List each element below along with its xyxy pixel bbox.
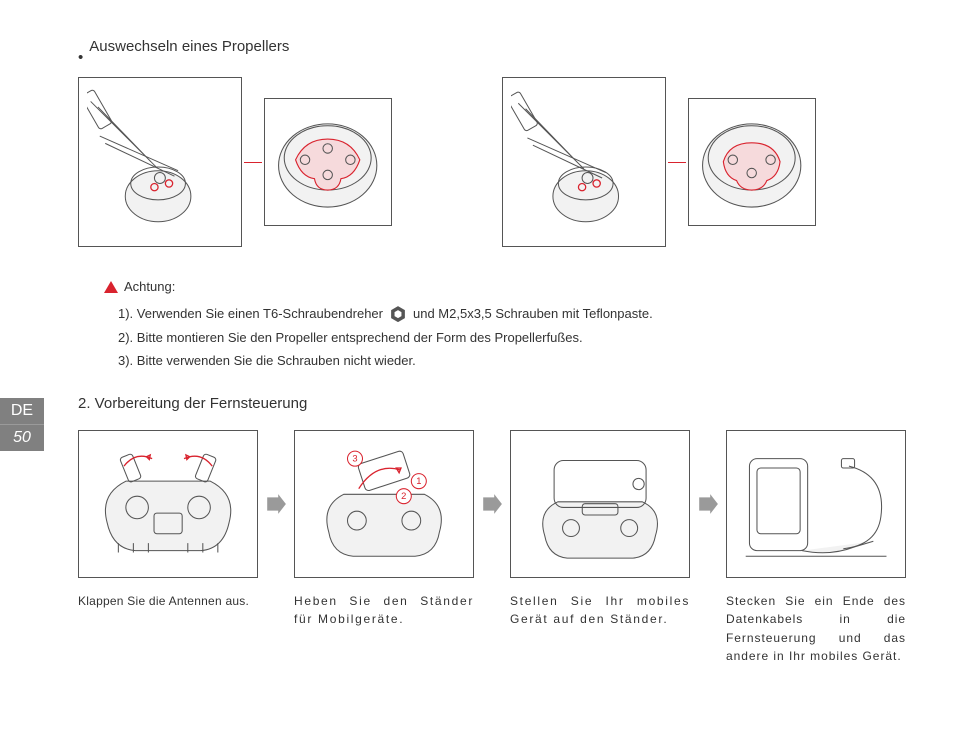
- warning-heading: Achtung:: [104, 275, 906, 298]
- step-arrow-icon: [697, 430, 719, 578]
- step-number-1: 1: [416, 476, 421, 486]
- lang-code: DE: [0, 398, 44, 424]
- leader-line: [244, 162, 262, 163]
- bullet: •: [78, 49, 83, 66]
- remote-step-1-caption: Klappen Sie die Antennen aus.: [78, 592, 258, 611]
- leader-line: [668, 162, 686, 163]
- propeller-title-text: Auswechseln eines Propellers: [89, 38, 289, 55]
- screwdriver-hex-icon: [390, 306, 406, 322]
- step-arrow-icon: [265, 430, 287, 578]
- warning-item-3: 3). Bitte verwenden Sie die Schrauben ni…: [118, 349, 906, 372]
- remote-step-4-caption: Stecken Sie ein Ende des Datenkabels in …: [726, 592, 906, 666]
- warning-item-1-prefix: 1). Verwenden Sie einen T6-Schraubendreh…: [118, 302, 383, 325]
- step-number-2: 2: [401, 491, 406, 501]
- remote-step-2: 1 2 3 Heben Sie den Ständer für Mobilger…: [294, 430, 474, 629]
- warning-triangle-icon: [104, 281, 118, 293]
- warning-item-2: 2). Bitte montieren Sie den Propeller en…: [118, 326, 906, 349]
- remote-step-1-figure: [78, 430, 258, 578]
- propeller-foot-figure-2: [688, 98, 816, 226]
- warning-label: Achtung:: [124, 275, 175, 298]
- remote-step-2-caption: Heben Sie den Ständer für Mobilgeräte.: [294, 592, 474, 629]
- propeller-figures-row: [78, 77, 906, 247]
- remote-step-3-figure: [510, 430, 690, 578]
- propeller-figure-pair-1: [78, 77, 392, 247]
- page-number: 50: [0, 424, 44, 451]
- remote-step-3: Stellen Sie Ihr mobiles Gerät auf den St…: [510, 430, 690, 629]
- step-number-3: 3: [352, 454, 357, 464]
- propeller-section-title: • Auswechseln eines Propellers: [78, 38, 906, 77]
- remote-step-1: Klappen Sie die Antennen aus.: [78, 430, 258, 611]
- warning-item-2-text: 2). Bitte montieren Sie den Propeller en…: [118, 326, 583, 349]
- step-arrow-icon: [481, 430, 503, 578]
- remote-step-3-caption: Stellen Sie Ihr mobiles Gerät auf den St…: [510, 592, 690, 629]
- warning-item-1: 1). Verwenden Sie einen T6-Schraubendreh…: [118, 302, 906, 325]
- propeller-assembly-figure-left-1: [78, 77, 242, 247]
- remote-step-4-figure: [726, 430, 906, 578]
- warning-item-1-suffix: und M2,5x3,5 Schrauben mit Teflonpaste.: [413, 302, 653, 325]
- propeller-foot-figure-1: [264, 98, 392, 226]
- remote-section-title: 2. Vorbereitung der Fernsteuerung: [78, 395, 906, 412]
- propeller-figure-pair-2: [502, 77, 816, 247]
- remote-step-2-figure: 1 2 3: [294, 430, 474, 578]
- language-page-tab: DE 50: [0, 398, 44, 451]
- warning-item-3-text: 3). Bitte verwenden Sie die Schrauben ni…: [118, 349, 416, 372]
- remote-step-4: Stecken Sie ein Ende des Datenkabels in …: [726, 430, 906, 666]
- propeller-assembly-figure-left-2: [502, 77, 666, 247]
- remote-steps-row: Klappen Sie die Antennen aus. 1 2: [78, 430, 906, 666]
- warning-block: Achtung: 1). Verwenden Sie einen T6-Schr…: [104, 275, 906, 373]
